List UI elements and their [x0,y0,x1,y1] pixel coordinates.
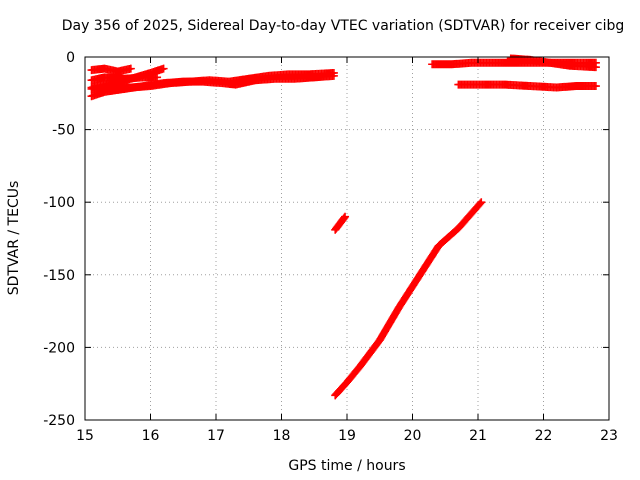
tick-marks [84,56,610,421]
data-point-marker [159,64,168,73]
y-tick-label: -50 [52,123,75,139]
x-tick-label: 21 [469,428,487,444]
y-axis-label: SDTVAR / TECUs [6,181,22,296]
x-tick-label: 23 [600,428,618,444]
data-point-marker [153,73,162,82]
data-series-9 [454,80,600,92]
data-series-8 [506,54,600,72]
data-series-4 [87,71,338,101]
data-series-6 [331,198,486,400]
x-tick-label: 16 [142,428,160,444]
data-series [87,54,600,400]
data-point-marker [341,212,350,221]
data-point-marker [591,63,600,72]
data-series-5 [331,212,350,234]
data-point-marker [126,64,135,73]
x-axis-label: GPS time / hours [288,458,405,474]
data-series-2 [87,73,162,85]
x-tick-label: 18 [273,428,291,444]
y-tick-label: -150 [43,268,75,284]
data-point-marker [476,199,485,208]
tick-labels: 15 16 17 18 19 20 21 22 23 0 -50 -100 -150 -200 -250 [43,50,618,444]
x-tick-label: 20 [404,428,422,444]
grid-lines [85,57,609,420]
data-point-marker [329,71,338,80]
x-tick-label: 17 [207,428,225,444]
y-tick-label: -200 [43,340,75,356]
x-tick-label: 15 [76,428,94,444]
y-tick-label: 0 [66,50,75,66]
chart-title: Day 356 of 2025, Sidereal Day-to-day VTE… [62,18,625,34]
y-tick-label: -250 [43,413,75,429]
data-series-0 [87,64,135,76]
x-tick-label: 22 [535,428,553,444]
data-point-marker [591,82,600,91]
y-tick-label: -100 [43,195,75,211]
data-point-marker [477,198,486,207]
x-tick-label: 19 [338,428,356,444]
data-point-marker [340,213,349,222]
